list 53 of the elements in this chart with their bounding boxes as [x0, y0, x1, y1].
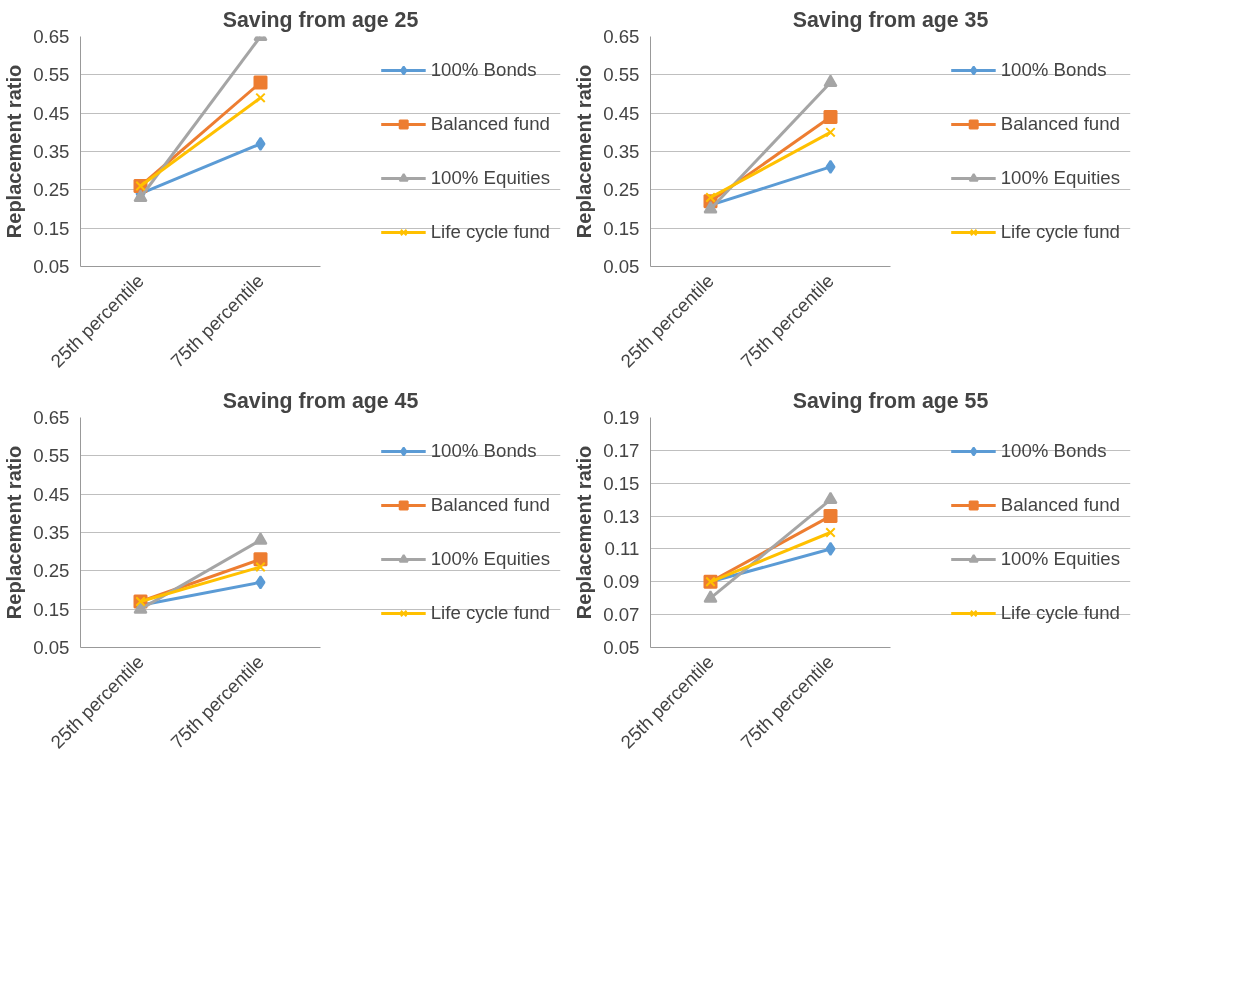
legend-label: Life cycle fund [1000, 221, 1120, 243]
y-tick-label: 0.45 [603, 102, 640, 124]
y-tick-label: 0.17 [603, 439, 640, 461]
y-axis-title: Replacement ratio [3, 64, 26, 239]
y-tick-label: 0.45 [33, 102, 70, 124]
y-tick-label: 0.05 [603, 637, 640, 658]
y-tick-label: 0.09 [603, 571, 640, 593]
y-tick-label: 0.11 [604, 538, 640, 560]
y-tick-label: 0.55 [33, 445, 70, 467]
legend-label: Balanced fund [1000, 113, 1120, 135]
y-tick-label: 0.05 [33, 256, 70, 277]
chart-title: Saving from age 55 [792, 388, 989, 413]
y-tick-label: 0.15 [33, 598, 70, 620]
y-tick-label: 0.55 [33, 64, 70, 86]
legend-label: Life cycle fund [430, 602, 550, 624]
y-tick-label: 0.15 [33, 217, 70, 239]
legend-label: 100% Bonds [1000, 440, 1107, 462]
legend-label: Balanced fund [1000, 494, 1120, 516]
y-axis-title: Replacement ratio [3, 445, 26, 620]
y-tick-label: 0.35 [33, 522, 70, 543]
legend-label: Life cycle fund [1000, 602, 1120, 624]
legend-label: 100% Bonds [1000, 59, 1107, 81]
y-tick-label: 0.05 [33, 637, 70, 658]
y-tick-label: 0.65 [603, 26, 640, 47]
y-tick-label: 0.65 [33, 407, 70, 428]
chart-title: Saving from age 45 [222, 388, 419, 413]
y-tick-label: 0.07 [603, 604, 640, 626]
y-tick-label: 0.15 [603, 217, 640, 239]
chart-title: Saving from age 35 [792, 7, 989, 32]
y-tick-label: 0.25 [603, 179, 640, 201]
y-axis-title: Replacement ratio [573, 445, 596, 620]
legend-label: Balanced fund [430, 113, 550, 135]
y-tick-label: 0.65 [33, 26, 70, 47]
y-axis-title: Replacement ratio [573, 64, 596, 239]
legend-label: Life cycle fund [430, 221, 550, 243]
y-tick-label: 0.35 [33, 141, 70, 162]
chart-title: Saving from age 25 [222, 7, 419, 32]
y-tick-label: 0.55 [603, 64, 640, 86]
legend-label: 100% Equities [1000, 548, 1120, 570]
legend-label: 100% Bonds [430, 59, 537, 81]
legend-label: Balanced fund [430, 494, 550, 516]
y-tick-label: 0.35 [603, 141, 640, 162]
y-tick-label: 0.45 [33, 483, 70, 505]
y-tick-label: 0.13 [603, 505, 640, 527]
legend-label: 100% Equities [430, 167, 550, 189]
y-tick-label: 0.05 [603, 256, 640, 277]
y-tick-label: 0.25 [33, 560, 70, 582]
y-tick-label: 0.25 [33, 179, 70, 201]
y-tick-label: 0.19 [603, 407, 640, 428]
y-tick-label: 0.15 [603, 472, 640, 494]
legend-label: 100% Equities [430, 548, 550, 570]
legend-label: 100% Bonds [430, 440, 537, 462]
legend-label: 100% Equities [1000, 167, 1120, 189]
